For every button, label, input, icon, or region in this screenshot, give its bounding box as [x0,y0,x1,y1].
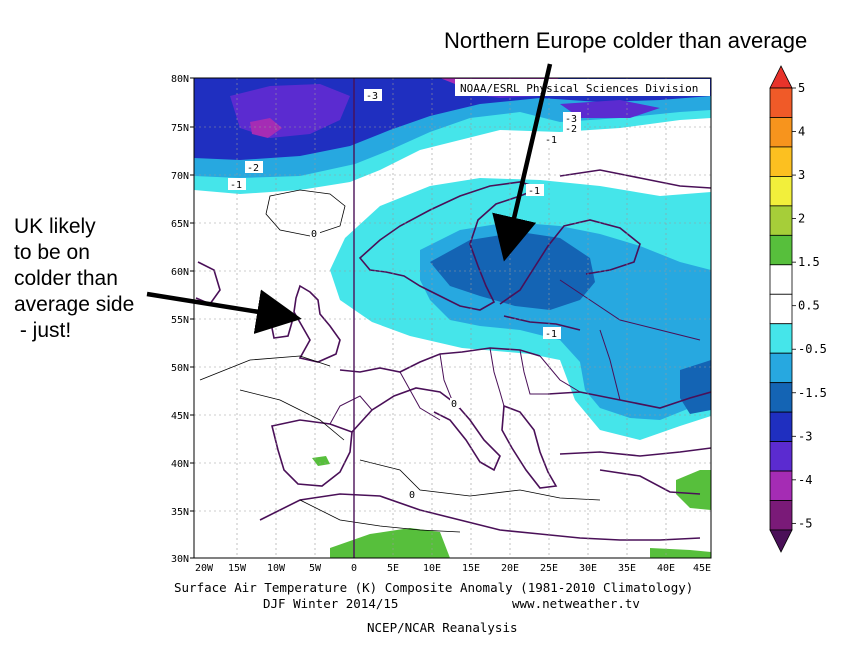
colorbar-segment [769,382,793,413]
colorbar-label: -4 [798,473,812,487]
lat-label-40n: 40N [171,459,189,470]
contour-label-m1-baltic: -1 [545,329,557,340]
colorbar-label: 1.5 [798,255,820,269]
colorbar-segment [769,500,793,531]
map-frame [193,77,712,559]
graticule [194,78,711,558]
caption-period: DJF Winter 2014/15 [263,596,399,611]
lon-label-35e: 35E [618,563,636,574]
lon-label-0: 0 [351,563,357,574]
colorbar-label: 2 [798,212,805,226]
lat-label-30n: 30N [171,554,189,565]
anomaly-fields: -3 -3 -2 -1 -2 -1 -1 0 -1 0 0 NOAA/ESRL … [194,78,711,558]
colorbar-label: 4 [798,125,805,139]
lat-label-70n: 70N [171,171,189,182]
contour-label-m1-left: -1 [230,180,242,191]
contour-label-m2-right: -2 [565,124,577,135]
credit-box [455,79,710,96]
colorbar-segment [769,352,793,384]
lat-label-65n: 65N [171,219,189,230]
colorbar-label: 5 [798,81,805,95]
warm-patch-east [650,470,711,558]
country-borders [329,279,701,425]
lon-label-45e: 45E [693,563,711,574]
contour-label-m1-scandinavia: -1 [528,186,540,197]
contour-label-zero-atlantic: 0 [311,229,317,240]
lat-label-80n: 80N [171,74,189,85]
lon-label-20w: 20W [195,563,214,574]
lon-label-30e: 30E [579,563,597,574]
colorbar-segment [769,117,793,148]
lat-label-60n: 60N [171,267,189,278]
lat-label-35n: 35N [171,507,189,518]
annotation-northern-europe: Northern Europe colder than average [444,28,808,53]
caption-source: NCEP/NCAR Reanalysis [367,620,518,635]
colorbar-segment [769,234,793,266]
credit-text: NOAA/ESRL Physical Sciences Division [460,82,698,95]
colorbar-label: 3 [798,168,805,182]
lon-label-5e: 5E [387,563,399,574]
colorbar: 5 4 3 2 1.5 0.5 -0.5 -1.5 -3 -4 -5 [760,62,847,602]
contour-label-m1-right: -1 [545,135,557,146]
annotation-uk-line-5: - just! [14,319,72,342]
annotation-uk-line-1: UK likely [14,215,96,238]
contour-label-zero-med: 0 [451,399,457,410]
colorbar-segment [769,441,793,472]
lat-label-55n: 55N [171,315,189,326]
lat-label-45n: 45N [171,411,189,422]
colorbar-segment [769,205,793,236]
colorbar-segment [769,146,793,177]
caption-website: www.netweather.tv [512,596,640,611]
colorbar-label: 0.5 [798,299,820,313]
colorbar-segment [769,470,793,501]
lon-label-40e: 40E [657,563,675,574]
annotation-uk-line-2: to be on [14,241,90,264]
warm-patch-africa [330,528,450,558]
lon-label-5w: 5W [309,563,322,574]
contour-lines [199,189,601,533]
contour-label-zero-africa: 0 [409,490,415,501]
colorbar-label: -0.5 [798,342,827,356]
lon-label-10e: 10E [423,563,441,574]
lon-label-10w: 10W [267,563,286,574]
colorbar-label: -5 [798,516,812,530]
colorbar-segment [769,293,793,325]
colorbar-segment [769,87,793,118]
lat-label-50n: 50N [171,363,189,374]
annotation-uk: UK likely to be on colder than average s… [14,214,134,344]
colorbar-segment [769,323,793,354]
colorbar-label: -1.5 [798,386,827,400]
colorbar-segment [769,264,793,295]
colorbar-segment [769,176,793,207]
lon-label-15e: 15E [462,563,480,574]
tick-marks [190,77,194,559]
arrow-northern-europe [492,63,553,262]
colorbar-graphic: 5 4 3 2 1.5 0.5 -0.5 -1.5 -3 -4 -5 [769,65,827,553]
contour-label-m2-left: -2 [247,163,259,174]
lat-label-75n: 75N [171,123,189,134]
contour-label-m3-top: -3 [366,91,378,102]
annotation-uk-line-4: average side [14,293,135,316]
caption-title: Surface Air Temperature (K) Composite An… [174,580,694,595]
colorbar-top-arrow [769,65,793,89]
colorbar-bottom-arrow [769,529,793,553]
lon-label-15w: 15W [228,563,247,574]
colorbar-segment [769,411,793,442]
colorbar-label: -3 [798,429,812,443]
anomaly-band-purple [230,80,660,138]
anomaly-band-core [430,232,711,414]
warm-patch-iberia [312,456,330,466]
annotation-uk-line-3: colder than [14,267,118,290]
arrow-uk [146,289,302,334]
lon-label-25e: 25E [540,563,558,574]
contour-label-m3-right: -3 [565,114,577,125]
lon-label-20e: 20E [501,563,519,574]
